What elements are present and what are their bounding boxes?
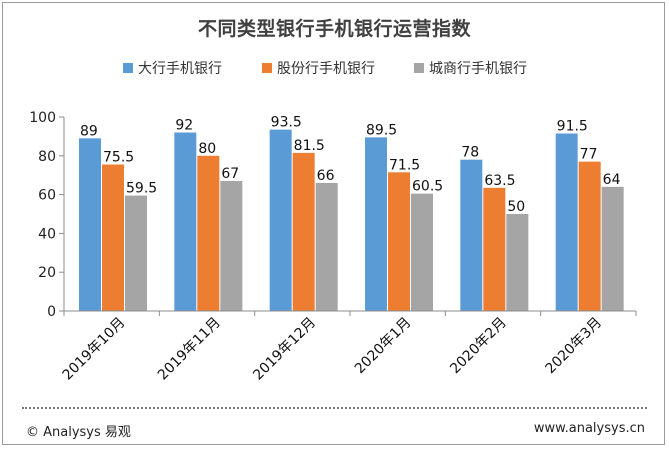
- chart-title: 不同类型银行手机银行运营指数: [197, 18, 471, 40]
- data-label: 81.5: [294, 138, 325, 154]
- x-axis: 2019年10月 2019年11月 2019年12月 2020年1月 2020年2月 20…: [60, 310, 637, 384]
- bar: [506, 214, 529, 311]
- x-tick-label: 2020年1月: [352, 315, 415, 378]
- data-label: 60.5: [412, 179, 443, 195]
- bar: [174, 132, 197, 311]
- data-label: 77: [580, 147, 598, 163]
- data-label: 93.5: [271, 115, 302, 131]
- legend: 大行手机银行 股份行手机银行 城商行手机银行: [123, 61, 527, 77]
- y-tick-label: 0: [47, 304, 56, 320]
- data-label: 75.5: [103, 150, 134, 166]
- data-label: 63.5: [484, 173, 515, 189]
- bar: [220, 181, 243, 311]
- data-label: 80: [198, 141, 216, 157]
- y-tick-label: 40: [38, 226, 56, 242]
- data-label: 91.5: [557, 118, 588, 134]
- bar: [102, 164, 124, 311]
- bar: [79, 138, 101, 311]
- data-label: 50: [507, 199, 525, 215]
- y-tick-label: 20: [38, 265, 56, 281]
- x-tick-label: 2020年3月: [543, 315, 606, 378]
- y-tick-label: 60: [38, 188, 56, 204]
- bar: [197, 155, 220, 311]
- bar: [601, 186, 624, 311]
- data-label: 92: [175, 118, 193, 134]
- bar: [483, 187, 506, 311]
- data-label: 64: [603, 172, 621, 188]
- bar: [365, 137, 387, 311]
- footer-divider: [22, 407, 647, 409]
- legend-label-2: 城商行手机银行: [429, 61, 527, 77]
- data-label: 89.5: [366, 122, 397, 138]
- bar: [315, 182, 338, 311]
- legend-label-0: 大行手机银行: [138, 61, 222, 77]
- data-label: 66: [317, 168, 335, 184]
- data-label: 71.5: [389, 157, 420, 173]
- x-tick-label: 2019年12月: [250, 315, 319, 384]
- bar: [269, 129, 292, 311]
- bar: [460, 159, 483, 311]
- footer-copyright: © Analysys 易观: [26, 425, 131, 440]
- bar: [292, 152, 315, 311]
- y-axis: 0 20 40 60 80 100: [29, 110, 65, 320]
- footer-website: www.analysys.cn: [533, 421, 645, 436]
- bar: [388, 172, 410, 311]
- bar: [578, 161, 601, 311]
- x-tick-label: 2019年11月: [155, 315, 224, 384]
- bar: [125, 195, 147, 311]
- bars: 89 75.5 59.5 92 80 67 93.5 81.5 66 89.5 71.5 60.5 78…: [79, 115, 624, 311]
- data-label: 59.5: [126, 181, 157, 197]
- data-label: 78: [461, 145, 479, 161]
- bar: [555, 133, 578, 311]
- legend-swatch-0: [123, 63, 133, 73]
- x-tick-label: 2020年2月: [447, 315, 510, 378]
- y-tick-label: 100: [29, 110, 56, 126]
- x-tick-label: 2019年10月: [60, 315, 129, 384]
- data-label: 89: [80, 123, 98, 139]
- legend-swatch-1: [262, 63, 272, 73]
- legend-swatch-2: [414, 63, 424, 73]
- bar: [411, 193, 433, 311]
- y-tick-label: 80: [38, 149, 56, 165]
- legend-label-1: 股份行手机银行: [277, 61, 375, 77]
- data-label: 67: [221, 166, 239, 182]
